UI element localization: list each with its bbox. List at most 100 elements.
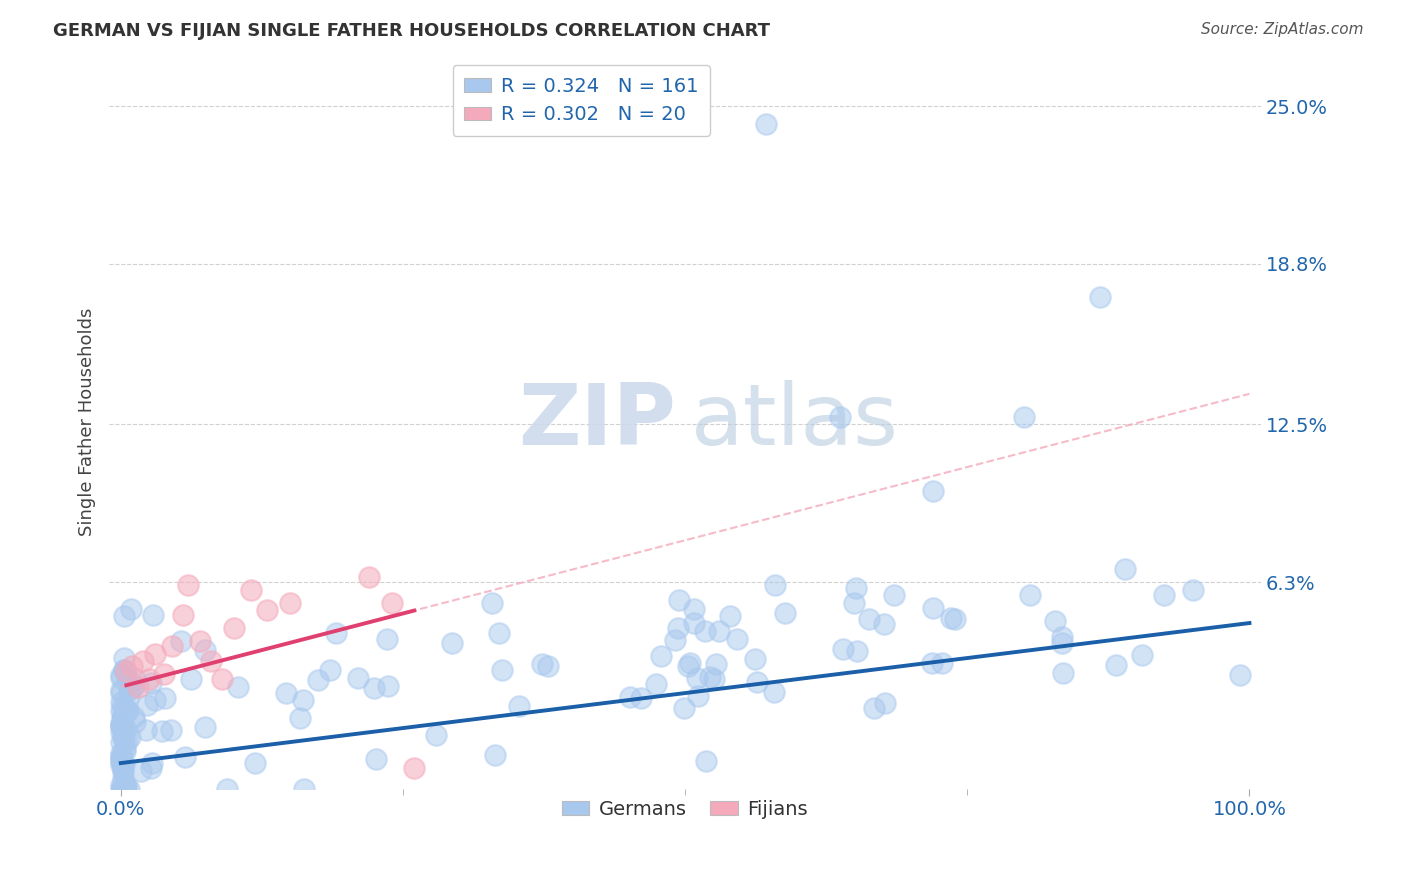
Point (226, 680, 249, 694)
Point (152, 667, 174, 681)
Point (491, 664, 513, 678)
Point (110, 715, 132, 730)
Point (828, 409, 851, 424)
Point (484, 747, 506, 762)
Point (215, 781, 238, 796)
Point (110, 683, 132, 698)
Point (845, 644, 868, 658)
Point (124, 714, 146, 729)
Point (686, 672, 709, 686)
Point (135, 723, 157, 737)
Point (141, 761, 163, 775)
Point (127, 680, 149, 694)
Point (508, 699, 530, 714)
Text: ZIP: ZIP (519, 380, 676, 463)
Point (703, 672, 725, 686)
Point (763, 578, 786, 592)
Point (744, 652, 766, 666)
Point (110, 719, 132, 733)
Point (1153, 588, 1175, 602)
Point (672, 701, 695, 715)
Point (115, 665, 138, 679)
Point (922, 600, 945, 615)
Text: GERMAN VS FIJIAN SINGLE FATHER HOUSEHOLDS CORRELATION CHART: GERMAN VS FIJIAN SINGLE FATHER HOUSEHOLD… (53, 22, 770, 40)
Point (699, 670, 721, 684)
Point (1182, 582, 1205, 597)
Point (112, 726, 135, 740)
Point (143, 647, 166, 661)
Legend: Germans, Fijians: Germans, Fijians (554, 792, 815, 827)
Point (1043, 614, 1066, 628)
Point (194, 720, 217, 734)
Point (441, 635, 464, 649)
Point (537, 659, 560, 673)
Point (110, 778, 132, 792)
Point (921, 656, 943, 670)
Point (110, 725, 132, 739)
Point (755, 117, 778, 131)
Point (110, 754, 132, 768)
Point (114, 721, 136, 735)
Point (115, 671, 138, 685)
Point (1052, 630, 1074, 644)
Point (112, 709, 135, 723)
Point (307, 673, 329, 688)
Point (118, 690, 141, 704)
Point (720, 608, 742, 623)
Point (704, 657, 727, 672)
Point (111, 719, 134, 733)
Point (124, 672, 146, 686)
Point (110, 748, 132, 763)
Point (112, 664, 135, 678)
Point (110, 718, 132, 732)
Point (110, 719, 132, 733)
Point (153, 690, 176, 705)
Point (239, 582, 262, 597)
Point (773, 607, 796, 621)
Point (112, 756, 135, 771)
Point (709, 624, 731, 638)
Point (188, 633, 211, 648)
Point (115, 781, 138, 796)
Point (172, 608, 194, 623)
Point (111, 772, 134, 787)
Point (762, 685, 785, 699)
Point (278, 596, 301, 610)
Point (1229, 667, 1251, 681)
Point (630, 690, 652, 705)
Point (139, 676, 162, 690)
Point (363, 681, 385, 695)
Point (200, 654, 222, 668)
Point (1012, 409, 1035, 424)
Point (256, 603, 278, 617)
Point (922, 483, 945, 498)
Point (288, 711, 311, 725)
Point (110, 751, 132, 765)
Point (121, 659, 143, 673)
Point (325, 625, 347, 640)
Point (111, 723, 134, 737)
Point (131, 764, 153, 778)
Point (111, 781, 134, 796)
Point (1050, 636, 1073, 650)
Point (695, 624, 717, 638)
Point (858, 612, 880, 626)
Point (650, 649, 672, 664)
Point (931, 656, 953, 670)
Point (664, 632, 686, 647)
Point (143, 693, 166, 707)
Text: Source: ZipAtlas.com: Source: ZipAtlas.com (1201, 22, 1364, 37)
Point (863, 700, 886, 714)
Point (873, 617, 896, 632)
Point (122, 710, 145, 724)
Point (679, 656, 702, 670)
Point (118, 682, 141, 697)
Point (142, 608, 165, 623)
Point (831, 642, 853, 657)
Point (180, 672, 202, 686)
Point (174, 749, 197, 764)
Point (114, 778, 136, 792)
Point (1132, 648, 1154, 663)
Point (160, 723, 183, 738)
Point (112, 765, 135, 780)
